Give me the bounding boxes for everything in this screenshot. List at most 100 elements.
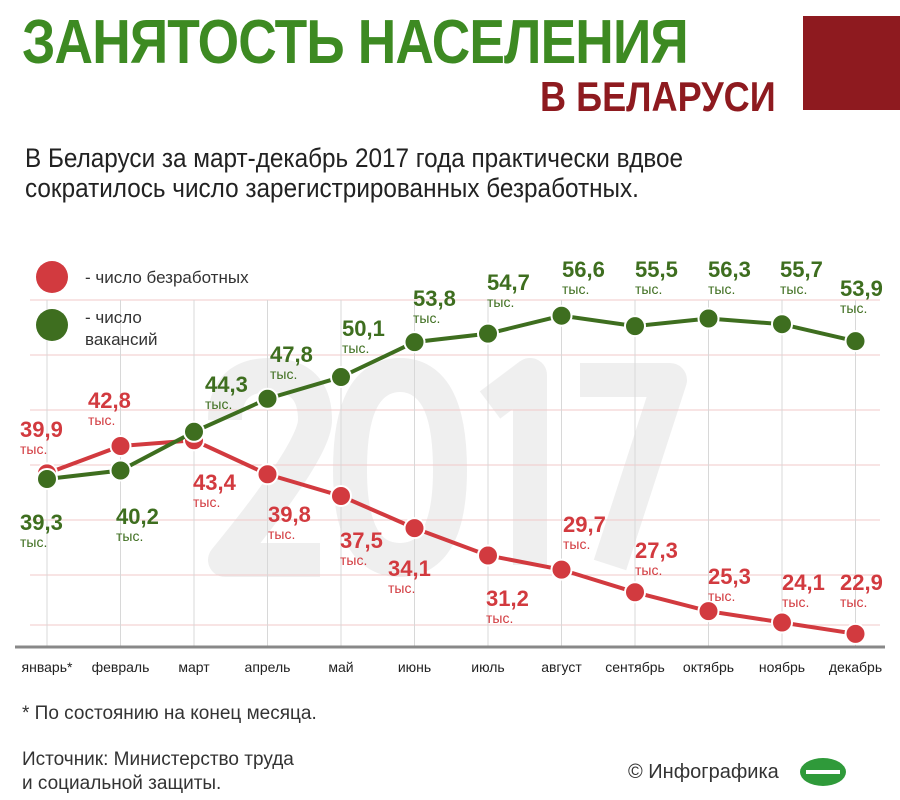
unemployed-line bbox=[46, 438, 856, 636]
data-label: 22,9 bbox=[840, 570, 883, 595]
data-label-unit: тыс. bbox=[563, 536, 590, 552]
data-label: 44,3 bbox=[205, 372, 248, 397]
data-label: 34,1 bbox=[388, 556, 431, 581]
vacancies-point bbox=[36, 468, 58, 491]
unemployed-point bbox=[624, 581, 646, 604]
data-label-unit: тыс. bbox=[205, 396, 232, 412]
x-tick-label: май bbox=[328, 659, 353, 675]
watermark-digit bbox=[208, 358, 332, 577]
data-label: 39,8 bbox=[268, 502, 311, 527]
vacancies-point bbox=[550, 304, 573, 327]
x-tick-label: февраль bbox=[92, 659, 150, 675]
vacancies-point bbox=[183, 420, 205, 443]
legend-label-vacancies-2: вакансий bbox=[85, 330, 157, 349]
legend-label-unemployed: - число безработных bbox=[85, 268, 249, 287]
data-label-unit: тыс. bbox=[840, 594, 867, 610]
data-label: 53,8 bbox=[413, 286, 456, 311]
credit: © Инфографика bbox=[628, 761, 779, 783]
data-label: 56,6 bbox=[562, 257, 605, 282]
vacancies-point bbox=[624, 315, 646, 338]
data-label: 55,7 bbox=[780, 257, 823, 282]
vacancies-line bbox=[46, 313, 856, 481]
legend-marker-unemployed bbox=[36, 261, 68, 293]
data-label: 43,4 bbox=[193, 470, 237, 495]
watermark-digit bbox=[580, 363, 687, 571]
belta-logo-bar bbox=[806, 770, 840, 774]
data-label-unit: тыс. bbox=[342, 340, 369, 356]
data-label: 50,1 bbox=[342, 316, 385, 341]
x-tick-label: апрель bbox=[245, 659, 291, 675]
footnote: * По состоянию на конец месяца. bbox=[22, 703, 317, 724]
data-label: 42,8 bbox=[88, 388, 131, 413]
x-tick-label: сентябрь bbox=[605, 659, 665, 675]
data-label-unit: тыс. bbox=[708, 588, 735, 604]
unemployed-point bbox=[403, 517, 426, 540]
vacancies-point bbox=[403, 331, 426, 354]
unemployed-point bbox=[697, 600, 720, 623]
data-label: 37,5 bbox=[340, 528, 383, 553]
data-label-unit: тыс. bbox=[782, 594, 809, 610]
title-accent-block bbox=[803, 16, 900, 110]
data-label: 29,7 bbox=[563, 512, 606, 537]
description-line-2: сократилось число зарегистрированных без… bbox=[25, 173, 639, 203]
data-label-unit: тыс. bbox=[840, 300, 867, 316]
unemployed-point bbox=[771, 611, 793, 634]
data-label: 24,1 bbox=[782, 570, 825, 595]
unemployed-point bbox=[844, 622, 867, 645]
x-tick-label: октябрь bbox=[683, 659, 734, 675]
x-tick-label: март bbox=[178, 659, 210, 675]
x-tick-label: июль bbox=[471, 659, 504, 675]
legend: - число безработных - число вакансий bbox=[36, 261, 249, 349]
vacancies-point bbox=[109, 459, 132, 482]
x-tick-label: июнь bbox=[398, 659, 431, 675]
watermark-digit bbox=[479, 358, 547, 565]
data-label: 31,2 bbox=[486, 586, 529, 611]
data-label-unit: тыс. bbox=[270, 366, 297, 382]
vacancies-point bbox=[771, 313, 793, 336]
belta-logo bbox=[800, 758, 846, 786]
data-label-unit: тыс. bbox=[635, 562, 662, 578]
data-label: 39,9 bbox=[20, 417, 63, 442]
data-label: 53,9 bbox=[840, 276, 883, 301]
data-label-unit: тыс. bbox=[20, 534, 47, 550]
data-label-unit: тыс. bbox=[635, 281, 662, 297]
data-label-unit: тыс. bbox=[88, 412, 115, 428]
data-label: 47,8 bbox=[270, 342, 313, 367]
unemployed-point bbox=[256, 463, 279, 486]
unemployed-point bbox=[550, 558, 573, 581]
data-label-unit: тыс. bbox=[562, 281, 589, 297]
source: Источник: Министерство труда и социально… bbox=[22, 748, 294, 796]
source-line-2: и социальной защиты. bbox=[22, 773, 222, 794]
vacancies-point bbox=[697, 307, 720, 330]
description: В Беларуси за март-декабрь 2017 года пра… bbox=[25, 143, 683, 203]
watermark-digit bbox=[333, 358, 467, 577]
watermark-year bbox=[208, 358, 687, 577]
unemployed-point bbox=[477, 544, 499, 567]
x-tick-label: январь* bbox=[22, 659, 73, 675]
x-tick-label: ноябрь bbox=[759, 659, 805, 675]
vacancies-point bbox=[330, 366, 352, 389]
vacancies-point bbox=[844, 330, 867, 353]
legend-marker-vacancies bbox=[36, 309, 68, 341]
vacancies-point bbox=[477, 322, 499, 345]
description-line-1: В Беларуси за март-декабрь 2017 года пра… bbox=[25, 143, 684, 173]
x-tick-label: август bbox=[541, 659, 582, 675]
data-label-unit: тыс. bbox=[340, 552, 367, 568]
unemployed-point bbox=[109, 434, 132, 457]
x-tick-label: декабрь bbox=[829, 659, 882, 675]
data-label: 27,3 bbox=[635, 538, 678, 563]
data-label-unit: тыс. bbox=[116, 528, 143, 544]
title-subline: В БЕЛАРУСИ bbox=[540, 73, 776, 120]
source-line-1: Источник: Министерство труда bbox=[22, 749, 294, 770]
data-label: 55,5 bbox=[635, 257, 678, 282]
data-label-unit: тыс. bbox=[487, 294, 514, 310]
data-label-unit: тыс. bbox=[780, 281, 807, 297]
data-label-unit: тыс. bbox=[193, 494, 220, 510]
data-label-unit: тыс. bbox=[708, 281, 735, 297]
vacancies-point bbox=[256, 387, 279, 410]
data-label-unit: тыс. bbox=[486, 610, 513, 626]
unemployed-point bbox=[330, 485, 352, 507]
data-label: 56,3 bbox=[708, 257, 751, 282]
